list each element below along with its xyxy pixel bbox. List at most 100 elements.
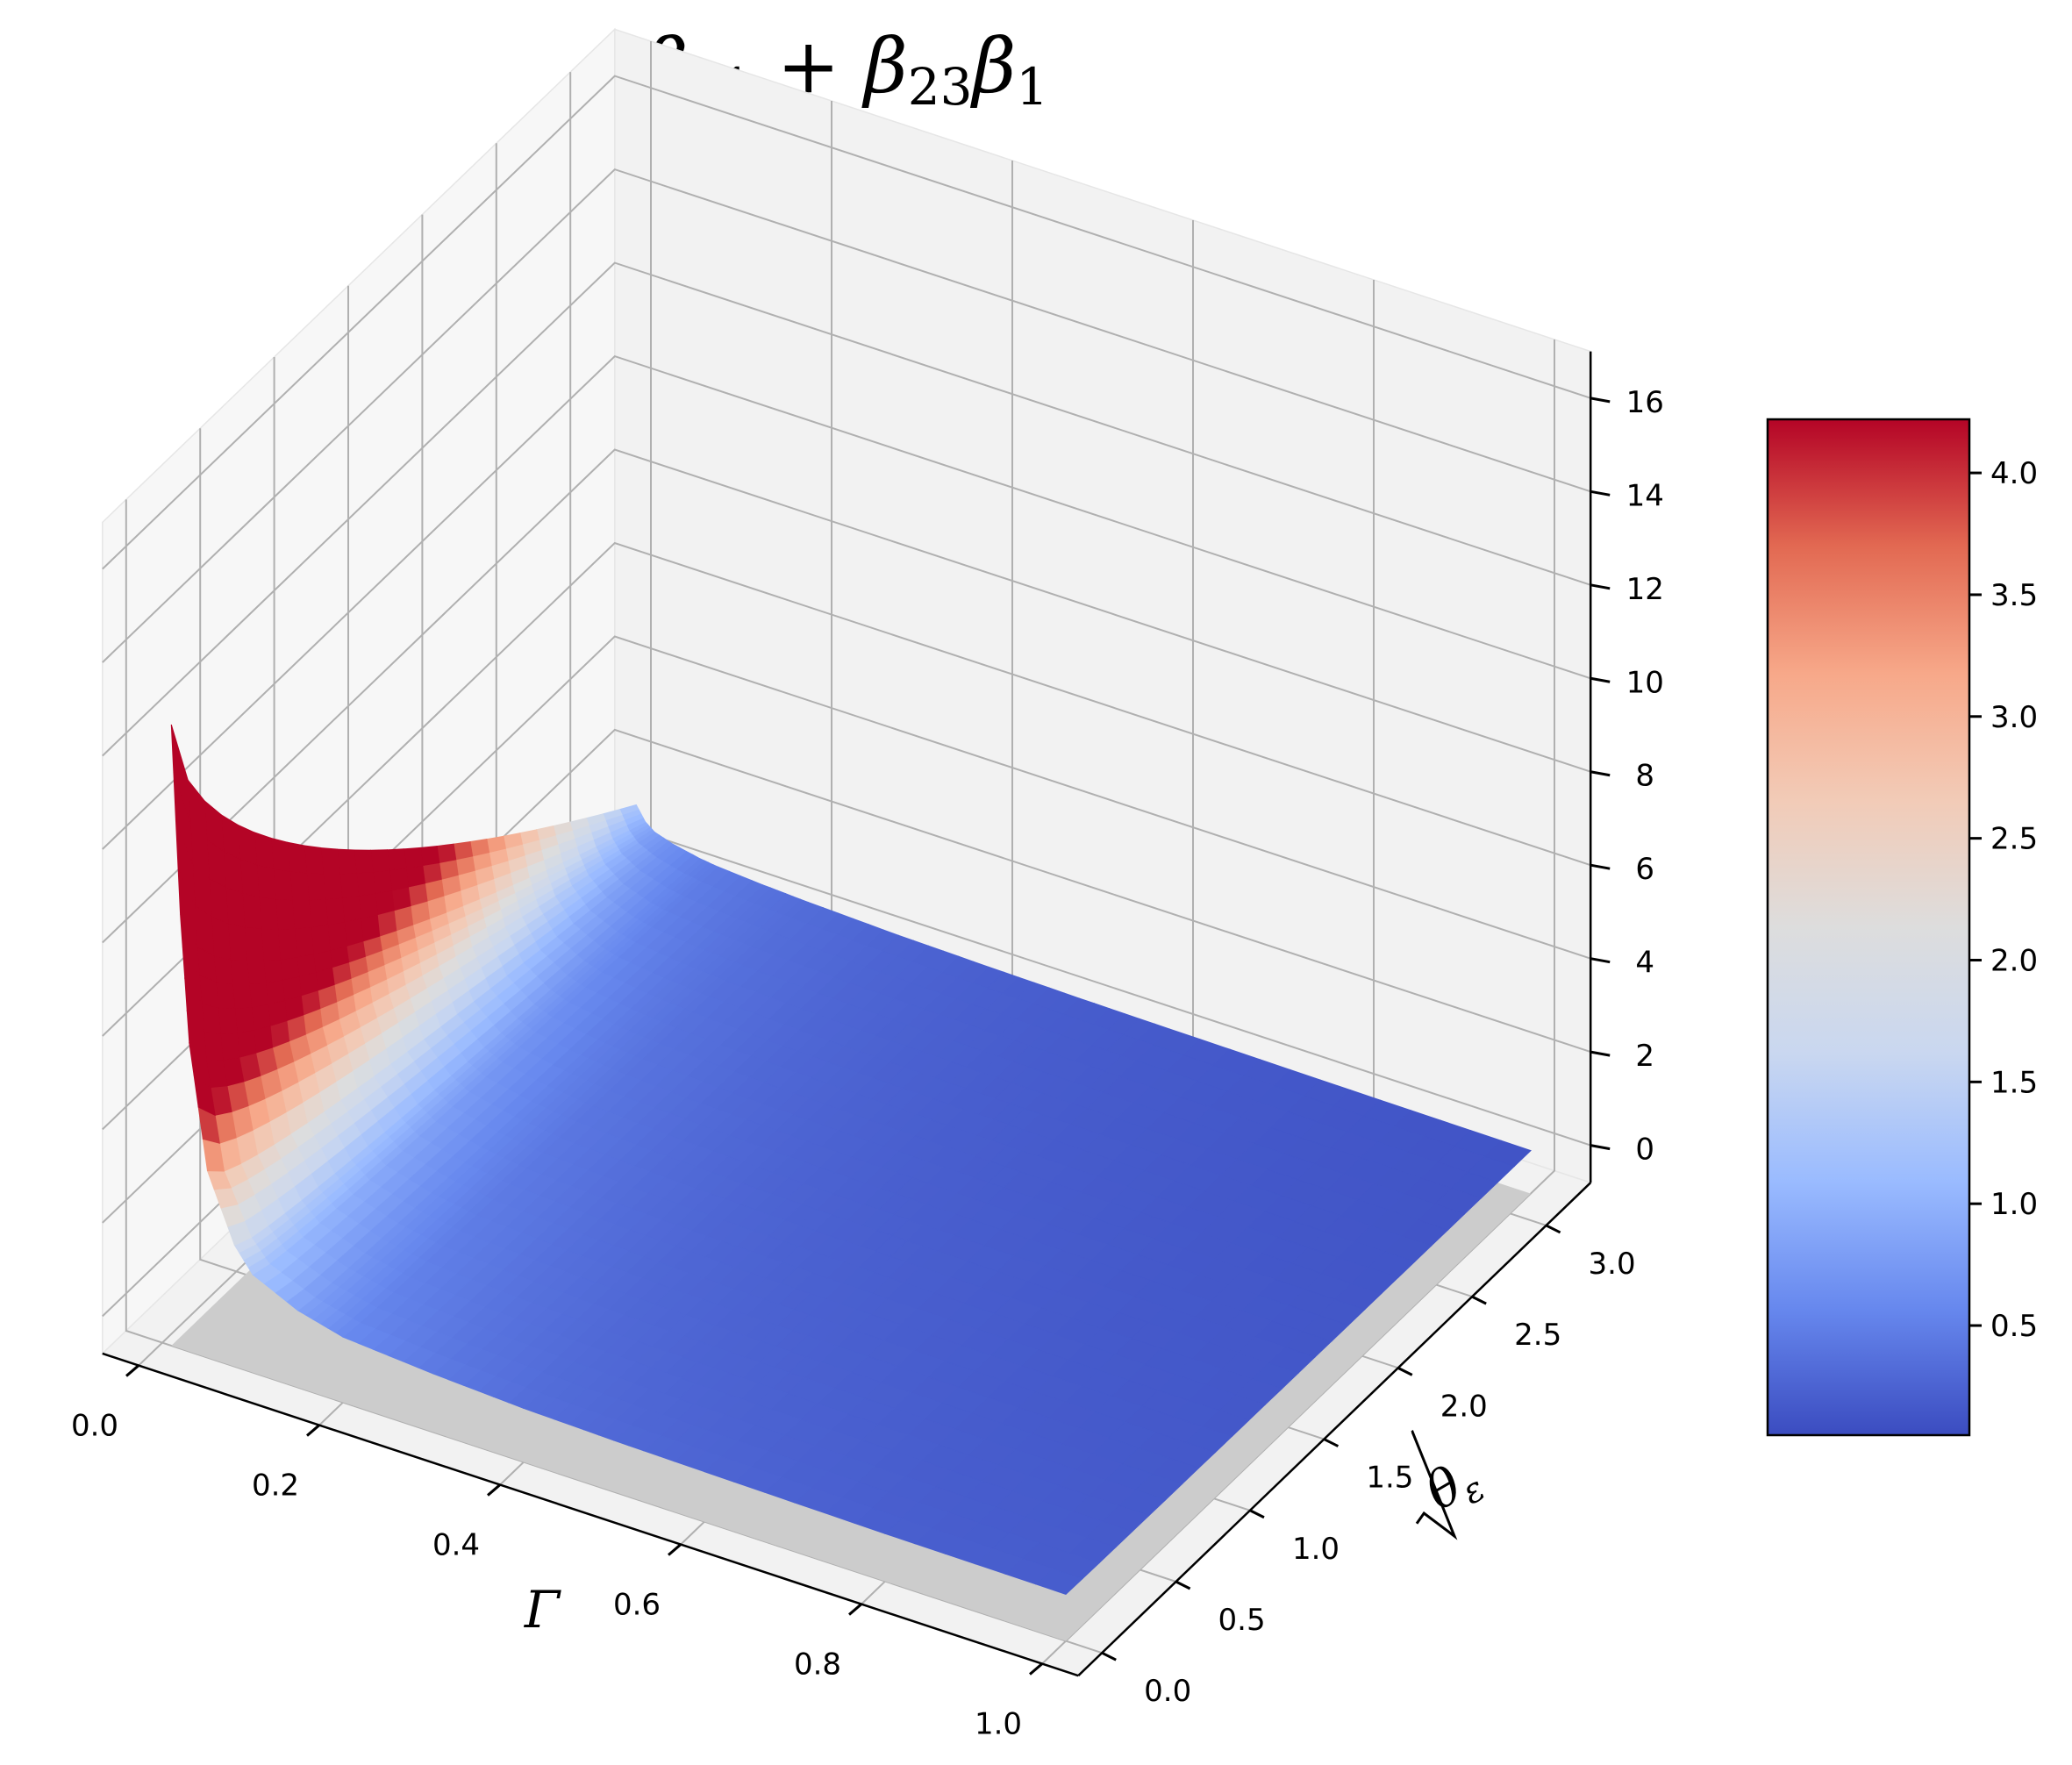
surface-patch: [219, 1032, 240, 1061]
x-tick-label: 0.0: [71, 1409, 118, 1444]
sqrt-sign: [1411, 1430, 1458, 1540]
surface-patch: [353, 849, 374, 874]
z-tick: [1590, 1144, 1611, 1151]
colorbar-ticks: 0.5 1.0 1.5 2.0 2.5 3.0 3.5 4.0: [1969, 456, 2038, 1344]
z-tick: [1590, 583, 1611, 590]
surface-patch: [287, 841, 307, 874]
surface-patch: [229, 959, 250, 984]
x-tick-label: 0.6: [613, 1588, 661, 1623]
surface-patch: [258, 896, 279, 930]
surface-patch: [279, 956, 300, 981]
y-tick-label: 0.5: [1218, 1603, 1266, 1638]
surface-patch: [360, 913, 381, 942]
surface-patch: [254, 832, 274, 869]
surface-patch: [267, 999, 288, 1026]
grid-line-z: [102, 168, 1591, 663]
surface-patch: [390, 886, 411, 911]
y-axis-line: [1077, 1182, 1592, 1677]
y-tick: [1249, 1509, 1265, 1519]
surface-patch: [244, 926, 264, 961]
x-tick: [848, 1603, 862, 1616]
surface-patch: [343, 918, 364, 947]
surface-patch: [310, 924, 331, 955]
z-tick: [1590, 863, 1611, 870]
surface-patch: [270, 837, 290, 872]
surface-patch: [275, 897, 296, 930]
z-tick: [1590, 676, 1611, 683]
tick-labels: 0.0 0.2 0.4 0.6 0.8 1.0 0.0 0.5 1.0 1.5 2.0 2.5 3.0 0…: [71, 385, 1664, 1742]
chart-title: β21 + β23β1: [642, 23, 1048, 117]
surface-patch: [296, 953, 317, 977]
surface-patch: [320, 847, 340, 875]
z-tick-label: 6: [1635, 852, 1654, 887]
surface-patch: [341, 895, 361, 923]
y-tick-label: 3.0: [1589, 1247, 1636, 1282]
z-tick: [1590, 397, 1611, 404]
y-tick-label: 1.5: [1366, 1461, 1413, 1496]
x-axis-label: Γ: [524, 1580, 561, 1640]
surface-patch: [233, 1006, 254, 1033]
axis-lines: [102, 351, 1592, 1677]
x-tick: [668, 1543, 682, 1556]
surface-patch: [355, 871, 376, 897]
surface-patch: [337, 848, 357, 875]
grid-line-z: [102, 75, 1591, 570]
colorbar-tick-label: 4.0: [1990, 456, 2038, 491]
x-tick-label: 0.4: [432, 1528, 480, 1563]
colorbar-tick-label: 2.0: [1990, 943, 2038, 978]
colorbar-tick-label: 1.5: [1990, 1065, 2038, 1100]
z-tick-label: 0: [1635, 1133, 1654, 1168]
z-tick-label: 2: [1635, 1039, 1654, 1074]
surface-patch: [246, 960, 267, 985]
surface-patch: [453, 841, 474, 861]
surface-patch: [293, 925, 314, 958]
surface-patch: [277, 927, 297, 961]
z-tick-label: 14: [1626, 478, 1664, 513]
tick-marks: [125, 397, 1611, 1676]
y-tick-label: 2.0: [1440, 1389, 1488, 1424]
grid-line-gamma: [1041, 339, 1555, 1665]
surface-patch: [289, 870, 310, 901]
x-tick: [306, 1424, 320, 1437]
grid-line-z: [102, 448, 1591, 944]
surface-patch: [248, 982, 268, 1008]
x-tick: [125, 1364, 139, 1377]
y-tick: [1471, 1295, 1487, 1305]
surface-patch: [250, 1004, 271, 1031]
surface-patch: [386, 848, 407, 871]
z-tick: [1590, 1050, 1611, 1057]
y-tick: [1397, 1367, 1413, 1376]
surface-patch: [236, 1029, 257, 1058]
x-tick: [1029, 1662, 1043, 1676]
colorbar-tick-label: 3.0: [1990, 700, 2038, 735]
surface-patch: [261, 928, 281, 961]
x-tick-label: 0.8: [794, 1647, 841, 1683]
surface-patch: [265, 979, 285, 1005]
z-tick-label: 16: [1626, 385, 1664, 420]
y-tick-label: 0.0: [1144, 1674, 1191, 1709]
surface-patch: [405, 865, 425, 888]
surface-patch: [218, 1007, 238, 1034]
surface-patch: [255, 863, 276, 900]
surface-patch: [419, 845, 440, 867]
surface-patch: [372, 869, 393, 894]
y-tick: [1175, 1580, 1191, 1590]
surface-patch: [339, 872, 360, 898]
surface-patch: [358, 892, 378, 919]
surface-patch: [422, 861, 442, 884]
surface-patch: [227, 922, 247, 961]
surface-patch: [305, 872, 326, 901]
colorbar-gradient: [1766, 418, 1971, 1437]
surface-patch: [403, 847, 424, 868]
surface-patch: [436, 843, 457, 863]
z-tick: [1590, 489, 1611, 497]
y-tick-label: 1.0: [1292, 1532, 1340, 1567]
x-tick-label: 0.2: [252, 1468, 299, 1504]
y-tick: [1323, 1438, 1340, 1447]
surface-patch: [389, 867, 409, 891]
surface-patch: [308, 898, 328, 928]
colorbar: 0.5 1.0 1.5 2.0 2.5 3.0 3.5 4.0: [1766, 418, 2038, 1437]
colorbar-tick-label: 1.0: [1990, 1187, 2038, 1222]
z-tick-label: 12: [1626, 572, 1664, 607]
